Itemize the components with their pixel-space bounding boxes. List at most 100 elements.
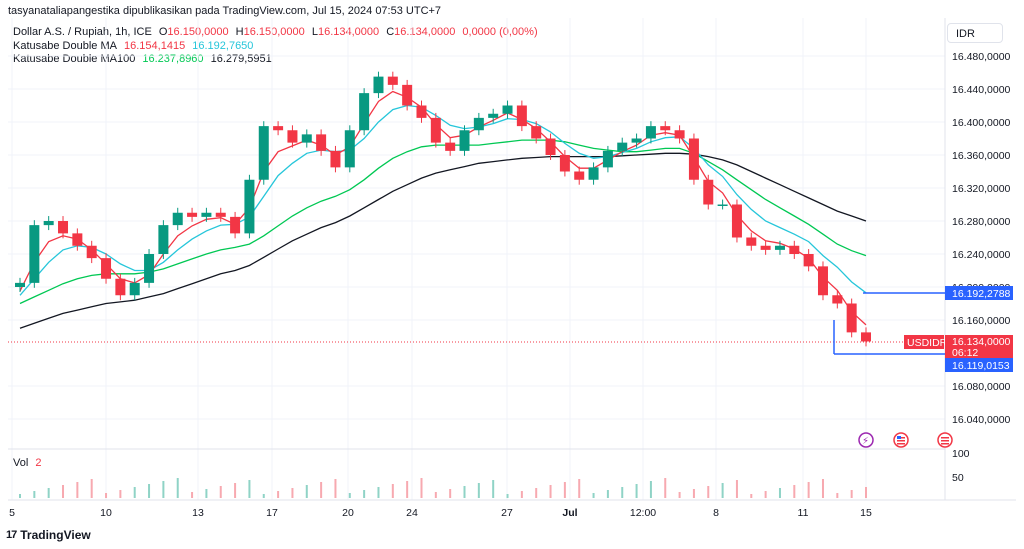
volume-bar: [563, 482, 566, 498]
legend-symbol[interactable]: Dollar A.S. / Rupiah, 1h, ICE O 16.150,00…: [13, 26, 542, 38]
volume-bars: [19, 478, 867, 498]
price-tick-label: 16.040,0000: [952, 414, 1011, 426]
candle-up: [344, 130, 355, 168]
ma-slow-line: [19, 104, 867, 296]
price-tick-label: 16.440,0000: [952, 84, 1011, 96]
volume-bar: [377, 487, 380, 498]
time-axis[interactable]: 5 10 13 17 20 24 27 Jul 12:00 8 11 15: [9, 507, 872, 519]
volume-bar: [836, 493, 839, 498]
ma-value-1: 16.154,1415: [124, 40, 186, 52]
price-tick-label: 16.480,0000: [952, 51, 1011, 63]
h-label: H: [235, 26, 244, 38]
candle-down: [817, 266, 828, 296]
volume-bar: [865, 487, 867, 498]
volume-bar: [707, 486, 710, 498]
ma100-black-line: [19, 152, 867, 329]
time-tick-label: 8: [713, 507, 719, 519]
volume-bar: [520, 491, 523, 498]
ma-upper-badge: [945, 286, 1013, 300]
volume-bar: [821, 479, 824, 498]
candle-up: [502, 105, 513, 114]
ma-lower-badge: [945, 358, 1013, 372]
volume-label: Vol: [13, 457, 29, 469]
legend-ma[interactable]: Katusabe Double MA 16.154,1415 16.192,76…: [13, 40, 257, 52]
svg-text:⚡: ⚡: [862, 436, 869, 447]
volume-bar: [506, 494, 509, 498]
candle-down: [731, 204, 742, 238]
candle-down: [861, 332, 871, 342]
candle-down: [72, 233, 83, 246]
us-flag-event-icon[interactable]: [893, 432, 909, 448]
brand-name: TradingView: [20, 528, 91, 542]
last-price-text: 16.134,0000: [952, 336, 1011, 348]
ma-upper-badge-text: 16.192,2788: [952, 288, 1011, 300]
volume-bar: [549, 485, 552, 498]
candle-up: [201, 212, 212, 217]
volume-bar: [463, 486, 466, 498]
candles: [15, 71, 871, 347]
price-tick-label: 16.360,0000: [952, 150, 1011, 162]
candle-down: [230, 216, 241, 234]
volume-bar: [621, 487, 624, 498]
volume-value: 2: [35, 457, 42, 469]
time-tick-label: 12:00: [630, 507, 656, 519]
ma-fast-line: [19, 90, 867, 326]
time-tick-label: 5: [9, 507, 15, 519]
currency-selector[interactable]: IDR: [947, 23, 1003, 43]
candle-up: [244, 179, 255, 234]
candle-down: [101, 258, 112, 279]
time-tick-label: Jul: [562, 507, 577, 519]
volume-bar: [535, 488, 538, 498]
volume-legend[interactable]: Vol 2: [13, 457, 41, 469]
candle-down: [416, 105, 427, 118]
c-value: 16.134,0000: [394, 26, 456, 38]
candle-down: [445, 142, 456, 151]
candle-down: [746, 237, 757, 246]
volume-bar: [62, 485, 65, 498]
candle-down: [287, 130, 298, 143]
candle-down: [316, 134, 327, 151]
ma-label: Katusabe Double MA: [13, 40, 117, 52]
candle-up: [488, 113, 499, 118]
volume-bar: [162, 481, 165, 498]
volume-bar: [492, 480, 495, 498]
candle-down: [273, 126, 284, 131]
ma-lower-badge-text: 16.119,0153: [952, 360, 1010, 372]
volume-bar: [133, 487, 136, 498]
volume-bar: [750, 494, 753, 498]
grid: [8, 18, 945, 500]
candle-up: [473, 117, 484, 131]
price-tick-label: 16.080,0000: [952, 381, 1011, 393]
time-tick-label: 11: [798, 507, 809, 519]
volume-bar: [649, 481, 652, 498]
volume-bar: [807, 482, 810, 498]
candle-down: [215, 212, 226, 217]
volume-bar: [191, 492, 194, 498]
volume-bar: [76, 482, 79, 498]
candle-up: [588, 167, 599, 180]
volume-bar: [262, 494, 265, 498]
candle-up: [29, 225, 40, 283]
candle-up: [172, 212, 183, 226]
price-tick-label: 16.160,0000: [952, 315, 1011, 327]
last-price-badge: [945, 335, 1013, 360]
candle-up: [301, 134, 312, 143]
volume-bar: [119, 490, 122, 498]
dividend-event-icon[interactable]: ⚡: [858, 432, 874, 448]
candle-up: [43, 221, 54, 226]
volume-bar: [291, 488, 294, 498]
us-flag-event-icon-2[interactable]: [937, 432, 953, 448]
tradingview-logo[interactable]: 17 TradingView: [6, 528, 91, 542]
candle-down: [703, 179, 714, 205]
volume-bar: [19, 494, 21, 498]
volume-bar: [692, 489, 695, 498]
candle-up: [774, 245, 785, 250]
time-tick-label: 20: [342, 507, 354, 519]
volume-bar: [348, 493, 351, 498]
volume-bar: [305, 485, 308, 498]
volume-bar: [320, 482, 323, 498]
h-value: 16.150,0000: [243, 26, 305, 38]
candle-up: [602, 150, 613, 168]
candle-up: [631, 138, 642, 143]
